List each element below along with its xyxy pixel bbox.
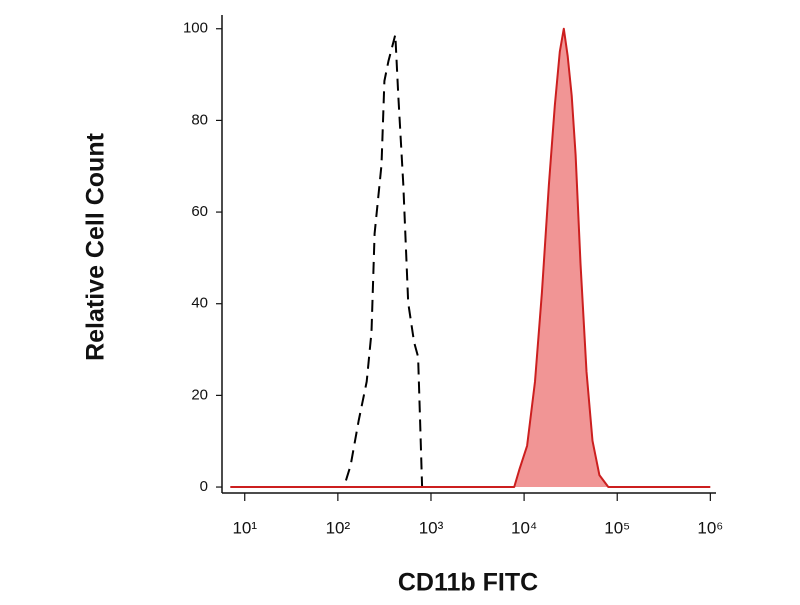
x-tick-label: 10⁶ xyxy=(697,518,723,537)
y-tick-label: 20 xyxy=(191,386,208,403)
dashed-histogram xyxy=(331,33,424,488)
plot: 0 20 40 60 80 100 10¹ 10² 10³ 10⁴ 10⁵ 10⁶ xyxy=(183,15,723,537)
filled-histogram xyxy=(230,27,711,488)
y-tick-label: 100 xyxy=(183,20,208,37)
x-tick-label: 10² xyxy=(326,518,351,537)
x-tick-label: 10⁴ xyxy=(511,518,537,537)
x-tick-label: 10¹ xyxy=(232,518,257,537)
y-tick-label: 0 xyxy=(200,478,208,495)
y-tick-label: 60 xyxy=(191,203,208,220)
x-tick-label: 10³ xyxy=(419,518,444,537)
y-tick-label: 40 xyxy=(191,295,208,312)
x-axis-title: CD11b FITC xyxy=(398,569,538,597)
x-tick-label: 10⁵ xyxy=(604,518,630,537)
y-axis-title: Relative Cell Count xyxy=(82,132,110,360)
y-tick-label: 80 xyxy=(191,111,208,128)
